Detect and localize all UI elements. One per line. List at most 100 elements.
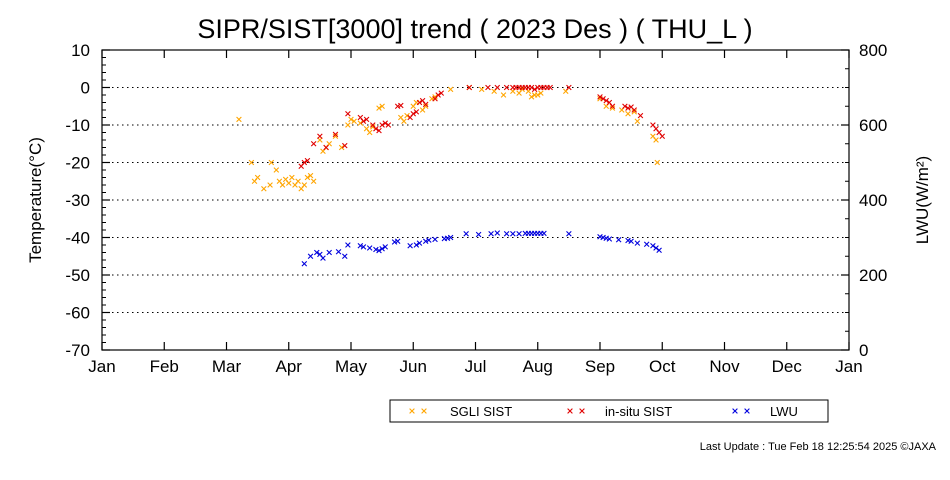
sgli-sist-point bbox=[236, 116, 242, 123]
sgli-sist-point bbox=[248, 159, 255, 166]
lwu-point bbox=[307, 253, 314, 260]
legend-marker-in-situ-sist bbox=[567, 408, 573, 414]
sgli-sist-point bbox=[304, 174, 311, 181]
x-tick-label: Jun bbox=[400, 357, 427, 376]
sgli-sist-point bbox=[432, 94, 438, 100]
in-situ-sist-point bbox=[323, 144, 329, 151]
sgli-sist-point bbox=[478, 86, 485, 93]
x-tick-label: Oct bbox=[649, 357, 676, 376]
sgli-sist-point bbox=[538, 90, 544, 96]
lwu-point bbox=[656, 247, 662, 254]
in-situ-sist-point bbox=[547, 84, 553, 91]
sgli-sist-point bbox=[261, 185, 267, 192]
sgli-sist-point bbox=[273, 167, 280, 173]
lwu-point bbox=[313, 249, 320, 256]
in-situ-sist-point bbox=[603, 97, 610, 104]
sgli-sist-point bbox=[310, 178, 317, 185]
lwu-point bbox=[541, 230, 547, 237]
y2-tick-label: 800 bbox=[859, 41, 887, 60]
lwu-point bbox=[416, 240, 423, 246]
x-tick-label: Dec bbox=[772, 357, 803, 376]
lwu-point bbox=[463, 230, 469, 237]
sgli-sist-point bbox=[285, 180, 292, 186]
in-situ-sist-point bbox=[373, 125, 379, 132]
sgli-sist-point bbox=[447, 86, 454, 93]
y-axis-title: Temperature(°C) bbox=[26, 137, 45, 263]
in-situ-sist-point bbox=[382, 120, 389, 126]
lwu-point bbox=[379, 245, 385, 252]
legend-marker-in-situ-sist bbox=[579, 408, 585, 414]
y-tick-label: -10 bbox=[65, 116, 90, 135]
grid-lines bbox=[102, 87, 849, 313]
lwu-point bbox=[643, 241, 650, 248]
lwu-point bbox=[475, 231, 482, 238]
sgli-sist-point bbox=[351, 118, 357, 125]
in-situ-sist-point bbox=[301, 159, 308, 166]
in-situ-sist-point bbox=[531, 86, 538, 93]
sgli-sist-point bbox=[345, 122, 351, 128]
in-situ-sist-point bbox=[379, 122, 385, 128]
sgli-sist-point bbox=[366, 129, 373, 136]
lwu-point bbox=[301, 260, 308, 267]
x-tick-label: Mar bbox=[212, 357, 242, 376]
y-tick-label: -40 bbox=[65, 229, 90, 248]
lwu-point bbox=[360, 244, 367, 250]
sgli-sist-point bbox=[401, 118, 407, 125]
chart-title: SIPR/SIST[3000] trend ( 2023 Des ) ( THU… bbox=[197, 14, 752, 44]
lwu-point bbox=[606, 236, 613, 242]
x-tick-label: Sep bbox=[585, 357, 615, 376]
y-tick-label: -20 bbox=[65, 154, 90, 173]
in-situ-sist-point bbox=[466, 84, 473, 91]
sgli-sist-point bbox=[348, 116, 354, 123]
plot-area-frame bbox=[101, 49, 850, 351]
lwu-point bbox=[320, 255, 326, 261]
legend-items: SGLI SIST in-situ SIST LWU bbox=[409, 404, 798, 419]
in-situ-sist-point bbox=[360, 118, 367, 125]
lwu-point bbox=[510, 230, 516, 237]
sgli-sist-point bbox=[625, 110, 631, 117]
x-tick-label: Jan bbox=[88, 357, 115, 376]
sgli-sist-point bbox=[500, 92, 507, 98]
lwu-point bbox=[628, 238, 634, 245]
lwu-point bbox=[494, 230, 501, 236]
sgli-sist-point bbox=[404, 112, 410, 119]
x-tick-label: Feb bbox=[150, 357, 179, 376]
y-tick-label: -70 bbox=[65, 341, 90, 360]
in-situ-sist-point bbox=[503, 84, 510, 91]
lwu-point bbox=[357, 242, 364, 249]
sgli-sist-point bbox=[338, 144, 345, 151]
lwu-point bbox=[516, 230, 522, 237]
y2-tick-label: 600 bbox=[859, 116, 887, 135]
sgli-sist-point bbox=[357, 120, 364, 126]
y2-axis-title: LWU(W/m²) bbox=[913, 156, 932, 244]
sgli-sist-point bbox=[422, 103, 429, 110]
sgli-sist-point bbox=[289, 174, 295, 181]
legend-label-sgli-sist: SGLI SIST bbox=[450, 404, 512, 419]
legend-marker-sgli-sist bbox=[421, 408, 427, 414]
sgli-sist-point bbox=[609, 105, 616, 111]
sgli-sist-point bbox=[369, 124, 376, 130]
sgli-sist-point bbox=[332, 133, 339, 140]
in-situ-sist-point bbox=[304, 157, 311, 164]
y2-tick-label: 400 bbox=[859, 191, 887, 210]
in-situ-sist-point bbox=[637, 112, 644, 119]
in-situ-sist-point bbox=[413, 109, 420, 115]
in-situ-sist-point bbox=[416, 99, 423, 106]
sgli-sist-point bbox=[519, 86, 525, 93]
in-situ-sist-point bbox=[494, 84, 501, 91]
sgli-sist-point bbox=[254, 174, 261, 181]
lwu-point bbox=[335, 248, 342, 255]
x-tick-label: Aug bbox=[523, 357, 553, 376]
sgli-sist-point bbox=[654, 159, 661, 166]
legend-marker-lwu bbox=[732, 408, 738, 414]
in-situ-sist-point bbox=[625, 105, 631, 111]
legend-marker-sgli-sist bbox=[409, 408, 415, 414]
lwu-point bbox=[382, 244, 389, 250]
y2-tick-label: 200 bbox=[859, 266, 887, 285]
axis-ticks: 100-10-20-30-40-50-60-708006004002000Jan… bbox=[65, 41, 887, 376]
in-situ-sist-point bbox=[485, 84, 491, 91]
sgli-sist-point bbox=[634, 118, 641, 125]
y-tick-label: -30 bbox=[65, 191, 90, 210]
in-situ-sist-point bbox=[631, 107, 638, 113]
in-situ-sist-point bbox=[310, 140, 317, 147]
